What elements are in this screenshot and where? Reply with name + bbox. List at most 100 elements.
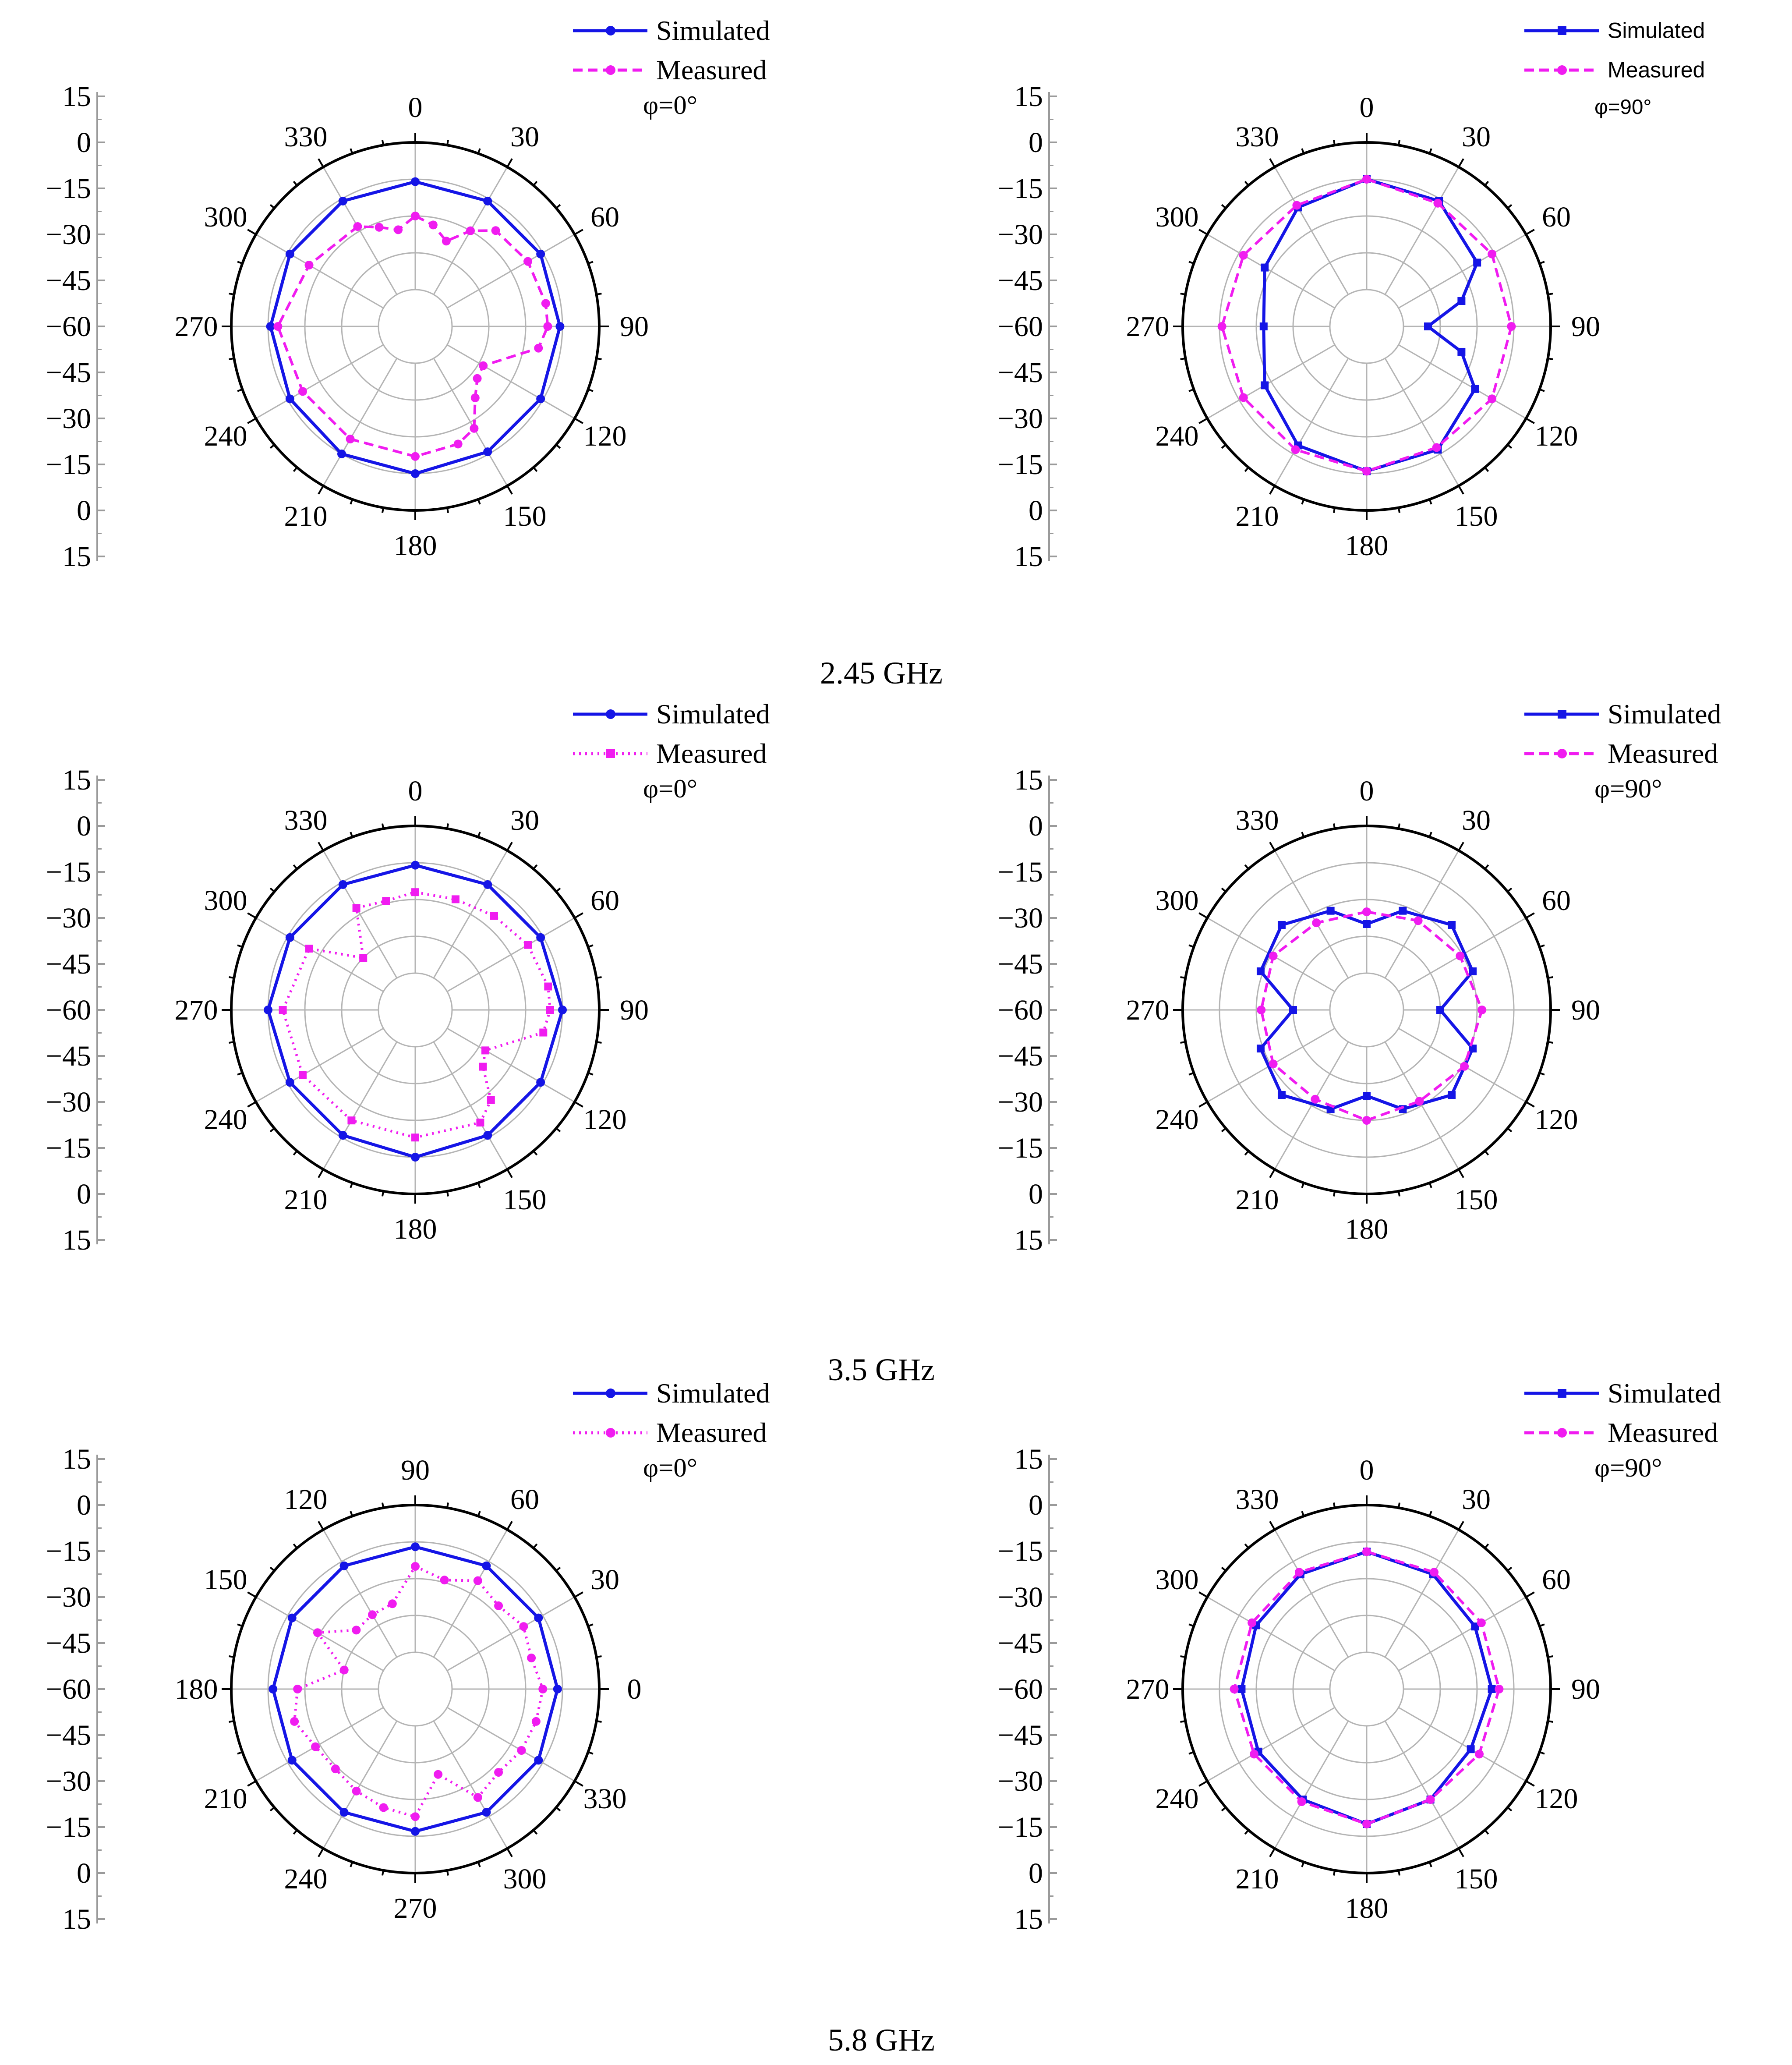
angle-tick [1458,1848,1464,1857]
data-point-simulated [1363,1092,1371,1100]
angle-tick [533,1829,538,1835]
angle-tick [1188,388,1195,392]
data-point-measured [527,1653,536,1662]
radial-label: −30 [998,1086,1043,1118]
angle-label-240: 240 [204,420,247,452]
data-point-simulated [555,322,565,331]
grid-spoke [322,1720,398,1849]
angle-tick [1198,229,1208,235]
grid-spoke [1274,358,1349,486]
angle-tick [555,1806,561,1812]
angle-tick [1221,444,1226,449]
radial-label: 15 [1014,541,1043,573]
legend-marker-measured [1557,1428,1567,1438]
angle-tick [1428,832,1432,838]
data-point-measured [1312,918,1321,928]
angle-tick [350,1861,353,1867]
data-point-measured [1295,1568,1304,1577]
legend: Simulated Measured φ=0° [573,698,770,804]
data-point-measured [411,1812,420,1821]
radial-label: −60 [998,994,1043,1026]
polar-plots: 0306090120150180210240270300330150−15−30… [46,15,1721,1935]
angle-tick [318,1169,324,1178]
data-point-measured [411,1133,419,1142]
angle-tick [1198,418,1208,424]
data-point-measured [1217,322,1226,331]
data-point-measured [1495,1685,1504,1693]
data-point-measured [470,393,480,403]
radial-label: 15 [1014,764,1043,796]
angle-tick [555,1127,561,1133]
legend-marker-measured [1557,749,1567,758]
data-point-simulated [1457,347,1466,356]
angle-tick [237,1751,243,1755]
grid-spoke [446,1596,575,1672]
angle-tick [269,1127,275,1133]
angle-label-270: 270 [1126,994,1170,1026]
angle-tick [1221,1127,1226,1133]
angle-tick [1269,1169,1276,1178]
angle-tick [247,229,257,235]
angle-tick [1484,1150,1489,1156]
data-point-measured [1432,443,1441,452]
angle-tick [1269,842,1276,851]
data-point-measured [1362,907,1371,916]
angle-tick [1301,499,1305,505]
grid-spoke [446,344,575,419]
angle-label-30: 30 [1462,804,1491,836]
angle-tick [1484,181,1489,186]
chart-1-1: 0306090120150180210240270300330150−15−30… [46,15,770,573]
data-point-measured [1430,1568,1439,1577]
data-point-simulated [1424,322,1432,330]
data-point-simulated [339,1561,349,1570]
angle-tick [1484,467,1489,472]
angle-tick [229,976,234,979]
angle-tick [574,229,583,235]
grid-spoke [433,850,508,979]
grid-spoke [446,1027,575,1103]
legend-label-simulated: Simulated [656,698,770,730]
data-point-measured [388,1599,397,1608]
radial-label: −15 [46,173,91,205]
data-point-simulated [338,196,347,205]
data-point-measured [411,452,420,461]
data-point-measured [411,212,420,220]
angle-tick [269,1566,275,1572]
data-point-simulated [558,1006,567,1014]
chart-2-2: 0306090120150180210240270300330150−15−30… [998,698,1721,1256]
angle-tick [1428,1861,1432,1867]
legend-marker-simulated [606,1388,615,1398]
angle-tick [1507,1566,1513,1572]
data-point-simulated [338,1131,347,1140]
data-point-simulated [1471,385,1479,393]
radial-label: −30 [998,403,1043,435]
data-point-simulated [536,249,545,259]
angle-label-90: 90 [1571,311,1600,343]
data-point-simulated [1473,259,1481,267]
row-caption-5-8-ghz: 5.8 GHz [828,2022,935,2058]
angle-label-30: 30 [1462,1484,1491,1516]
angle-label-180: 180 [394,1213,437,1245]
radial-label: −60 [46,994,91,1026]
grid-spoke [1398,1707,1527,1782]
grid-spoke [255,1027,384,1103]
angle-label-60: 60 [1542,1564,1571,1596]
data-point-simulated [536,933,545,942]
data-point-measured [394,225,403,234]
angle-label-120: 120 [1535,420,1578,452]
angle-tick [237,388,243,392]
data-point-measured [346,435,355,444]
angle-label-90: 90 [1571,1673,1600,1705]
radial-label: −60 [998,311,1043,343]
data-point-measured [382,897,390,905]
legend-phi-note: φ=0° [643,91,697,120]
angle-tick [1397,823,1400,829]
radial-label: −45 [46,265,91,297]
data-point-simulated [287,1613,297,1622]
data-point-measured [313,1628,322,1637]
angle-tick [1507,887,1513,893]
angle-tick [1525,1780,1535,1787]
data-point-measured [531,1717,541,1726]
angle-label-60: 60 [590,885,619,917]
data-point-measured [1362,467,1371,476]
